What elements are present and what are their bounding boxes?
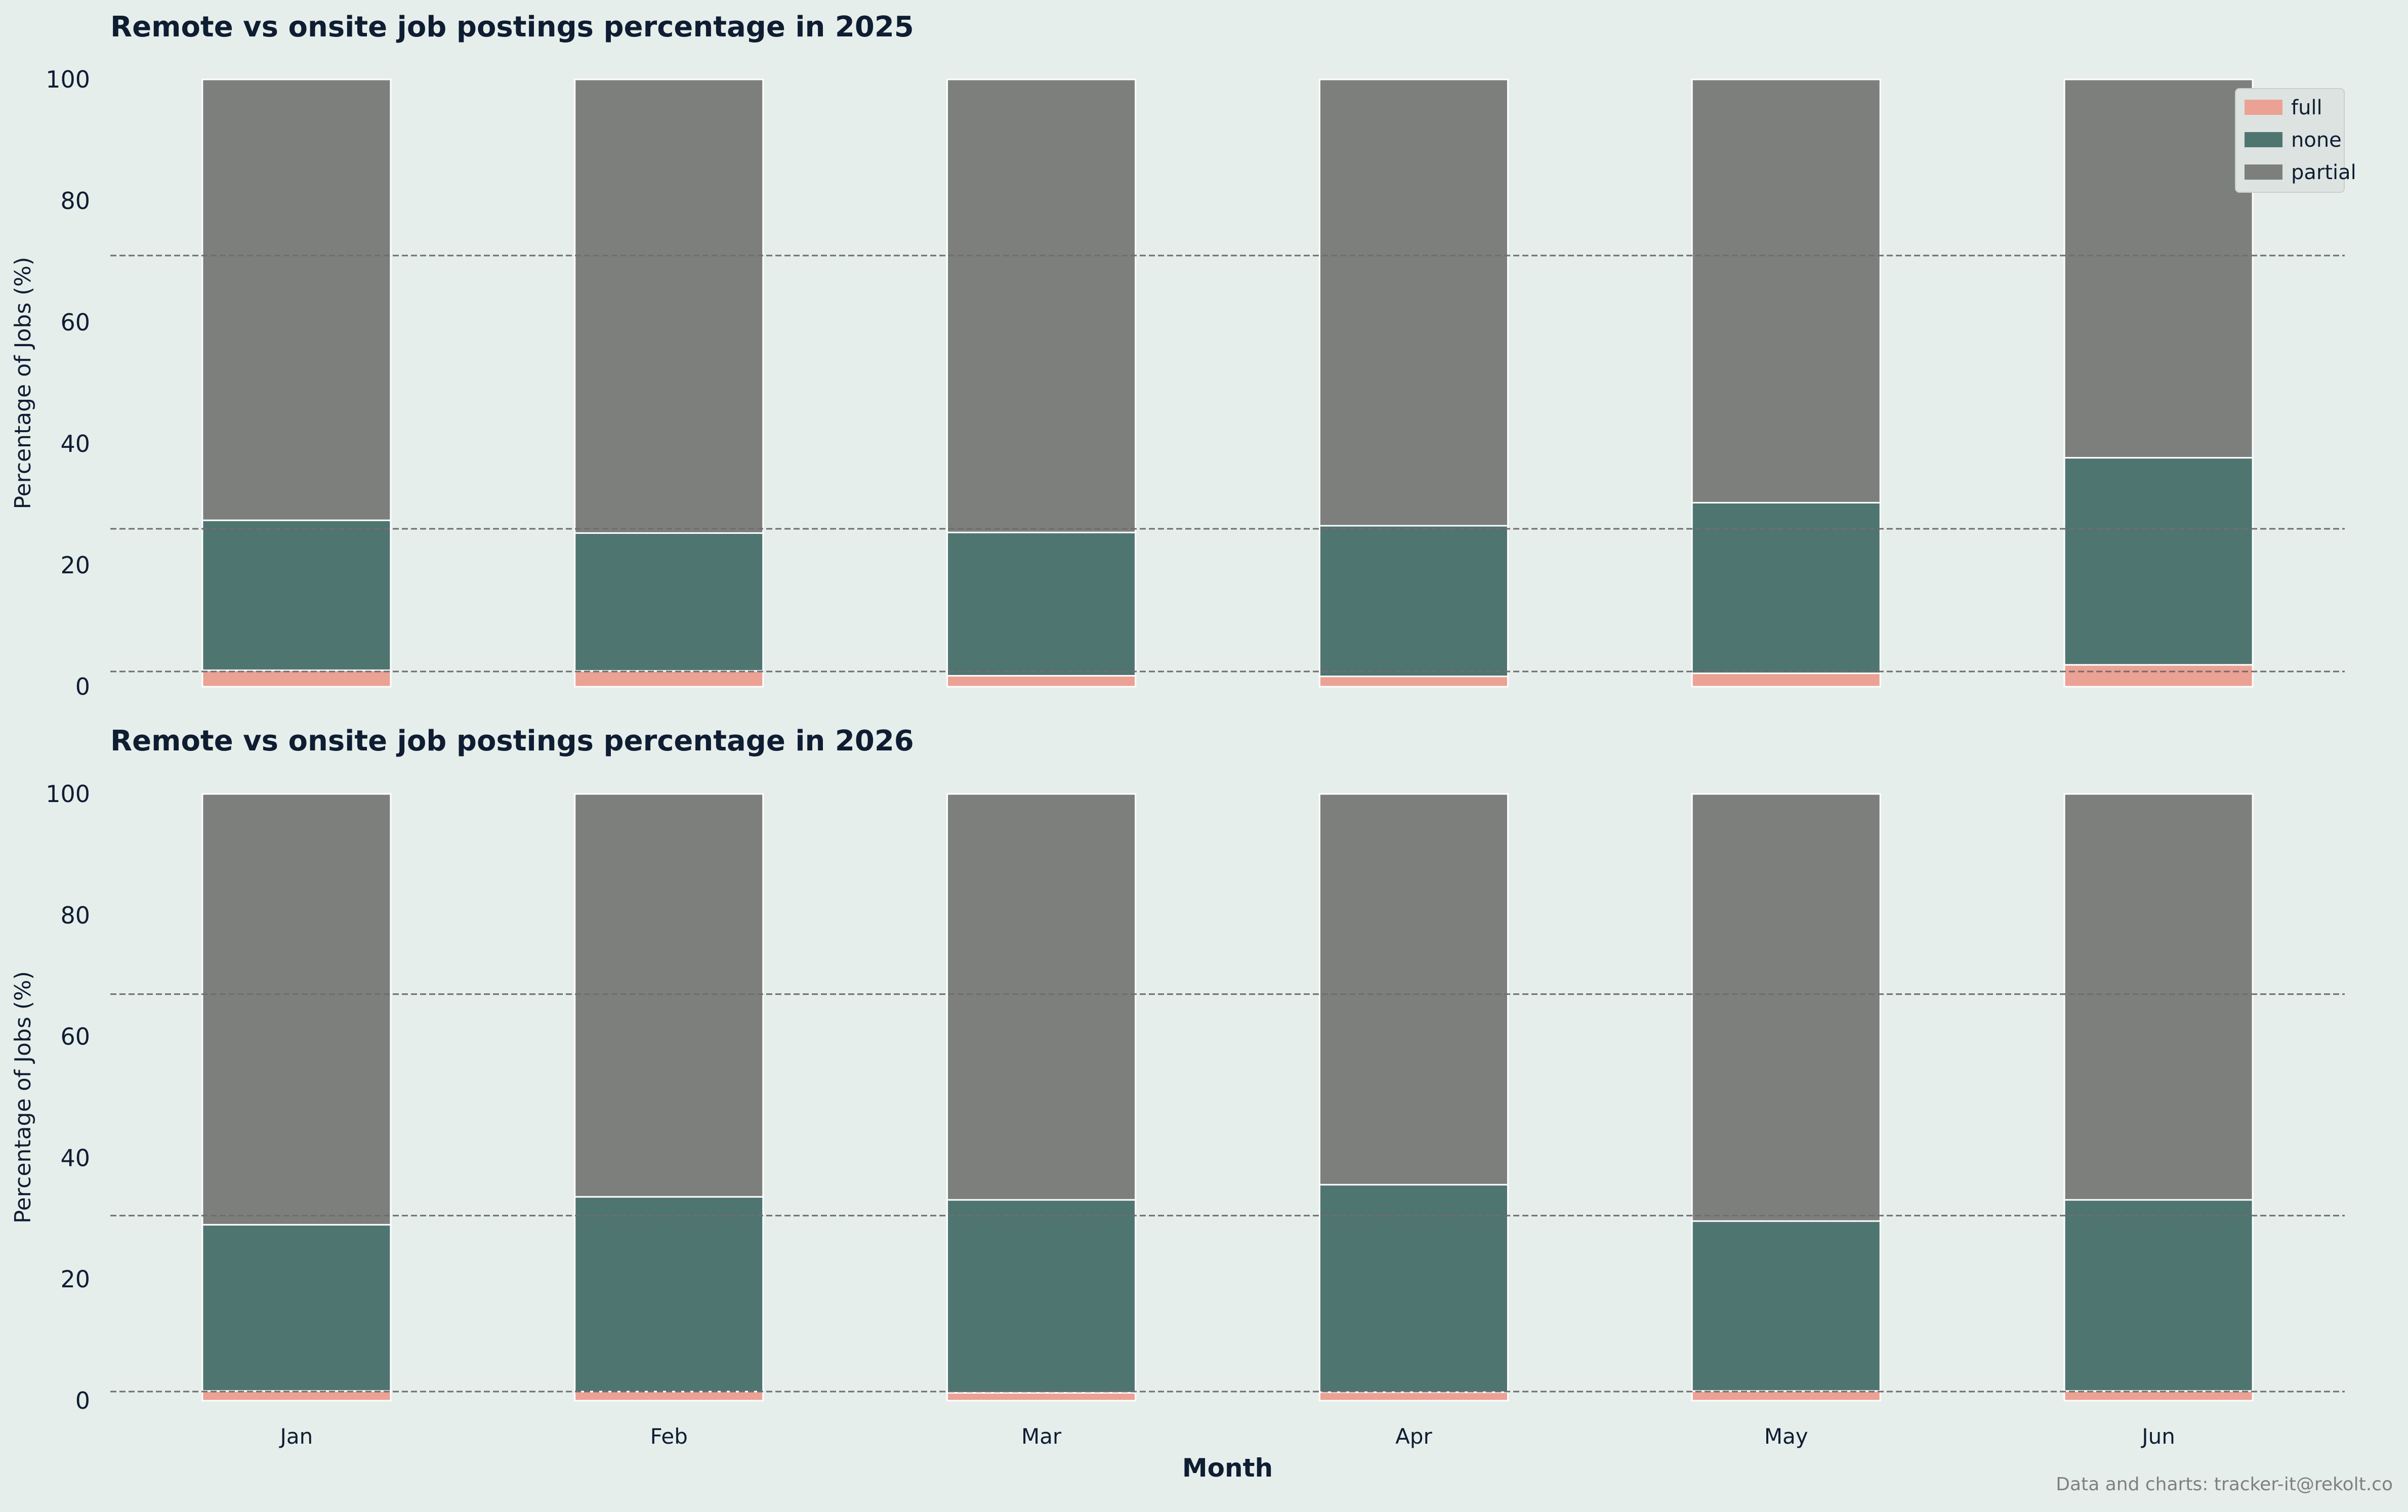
bar-full-jun [2063, 1390, 2254, 1402]
bar-full-feb [574, 1391, 764, 1402]
bar-none-mar [946, 1199, 1137, 1394]
x-tick-label-jun: Jun [2140, 1424, 2175, 1449]
bar-none-feb [574, 532, 764, 672]
x-tick-label-jan: Jan [279, 1424, 313, 1449]
legend-label-full: full [2291, 96, 2322, 119]
bar-none-jun [2063, 1199, 2254, 1392]
bar-partial-mar [946, 793, 1137, 1201]
bar-full-jun [2063, 664, 2254, 688]
bar-full-feb [574, 670, 764, 688]
x-tick-label-apr: Apr [1395, 1424, 1432, 1449]
bar-full-apr [1318, 676, 1509, 688]
bar-partial-jun [2063, 78, 2254, 459]
chart-title-2: Remote vs onsite job postings percentage… [110, 725, 914, 758]
y-tick-label: 100 [46, 66, 90, 93]
bar-full-jan [201, 1390, 392, 1402]
bar-partial-jan [201, 793, 392, 1226]
y-tick-label: 100 [46, 780, 90, 808]
legend-label-none: none [2291, 129, 2342, 152]
bar-partial-feb [574, 793, 764, 1198]
legend-swatch-none [2245, 132, 2282, 147]
legend-swatch-full [2245, 100, 2282, 115]
bar-partial-feb [574, 78, 764, 534]
bar-full-may [1691, 673, 1881, 688]
y-tick-label: 80 [60, 902, 90, 929]
bar-full-jan [201, 669, 392, 688]
y-tick-label: 20 [60, 1266, 90, 1293]
x-tick-label-feb: Feb [650, 1424, 688, 1449]
bar-none-jan [201, 519, 392, 671]
bar-none-may [1691, 501, 1881, 675]
y-tick-label: 80 [60, 187, 90, 215]
bar-full-apr [1318, 1391, 1509, 1402]
x-axis-label: Month [1182, 1453, 1273, 1483]
footer-credit: Data and charts: tracker-it@rekolt.co [2056, 1474, 2393, 1495]
y-tick-label: 40 [60, 1144, 90, 1171]
bar-partial-may [1691, 78, 1881, 503]
bar-none-feb [574, 1196, 764, 1393]
y-tick-label: 0 [75, 673, 90, 700]
bar-full-mar [946, 675, 1137, 688]
bar-partial-apr [1318, 793, 1509, 1186]
y-tick-label: 0 [75, 1387, 90, 1414]
x-tick-label-mar: Mar [1021, 1424, 1062, 1449]
bar-none-jan [201, 1224, 392, 1392]
bar-none-jun [2063, 457, 2254, 666]
bar-partial-may [1691, 793, 1881, 1222]
bar-full-may [1691, 1390, 1881, 1402]
y-tick-label: 40 [60, 430, 90, 457]
y-tick-label: 60 [60, 309, 90, 336]
bar-none-apr [1318, 525, 1509, 678]
bar-partial-jun [2063, 793, 2254, 1201]
bar-partial-mar [946, 78, 1137, 533]
chart-title-1: Remote vs onsite job postings percentage… [110, 11, 914, 44]
x-tick-label-may: May [1764, 1424, 1808, 1449]
bar-none-apr [1318, 1184, 1509, 1393]
y-axis-label-1: Percentage of Jobs (%) [10, 257, 36, 510]
y-tick-label: 60 [60, 1023, 90, 1051]
legend-swatch-partial [2245, 164, 2282, 180]
legend-label-partial: partial [2291, 161, 2356, 184]
bar-full-mar [946, 1392, 1137, 1402]
y-axis-label-2: Percentage of Jobs (%) [10, 971, 36, 1224]
bar-none-mar [946, 531, 1137, 677]
bar-partial-jan [201, 78, 392, 521]
bar-none-may [1691, 1220, 1881, 1392]
y-tick-label: 20 [60, 552, 90, 579]
bar-partial-apr [1318, 78, 1509, 527]
